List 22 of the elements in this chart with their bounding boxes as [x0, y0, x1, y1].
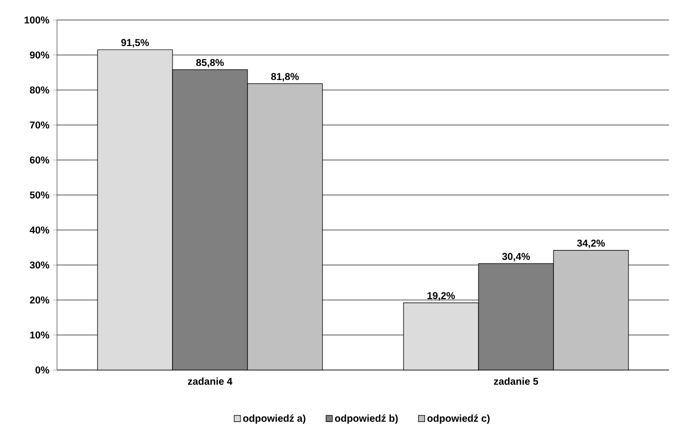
- data-label: 19,2%: [428, 292, 455, 301]
- data-label: 85,8%: [196, 59, 224, 68]
- y-tick-label: 50%: [30, 191, 50, 199]
- data-label: 91,5%: [121, 39, 149, 48]
- legend-label: odpowiedź c): [427, 414, 490, 424]
- x-tick-label: zadanie 5: [494, 378, 538, 385]
- y-tick-label: 10%: [30, 331, 50, 339]
- data-label: 34,2%: [577, 240, 605, 248]
- data-label: 30,4%: [502, 252, 530, 262]
- data-label: 81,8%: [271, 73, 299, 82]
- legend-label: odpowiedź b): [334, 414, 398, 424]
- y-tick-label: 90%: [30, 51, 50, 59]
- y-tick-label: 80%: [30, 86, 50, 94]
- y-tick-label: 30%: [30, 261, 50, 269]
- y-tick-label: 20%: [30, 296, 50, 304]
- y-tick-label: 100%: [24, 16, 50, 24]
- y-tick-label: 40%: [30, 226, 50, 234]
- legend-label: odpowiedź a): [243, 414, 306, 424]
- x-tick-label: zadanie 4: [188, 378, 232, 385]
- y-tick-label: 60%: [30, 156, 50, 164]
- y-tick-label: 0%: [35, 366, 50, 374]
- y-tick-label: 70%: [30, 121, 50, 129]
